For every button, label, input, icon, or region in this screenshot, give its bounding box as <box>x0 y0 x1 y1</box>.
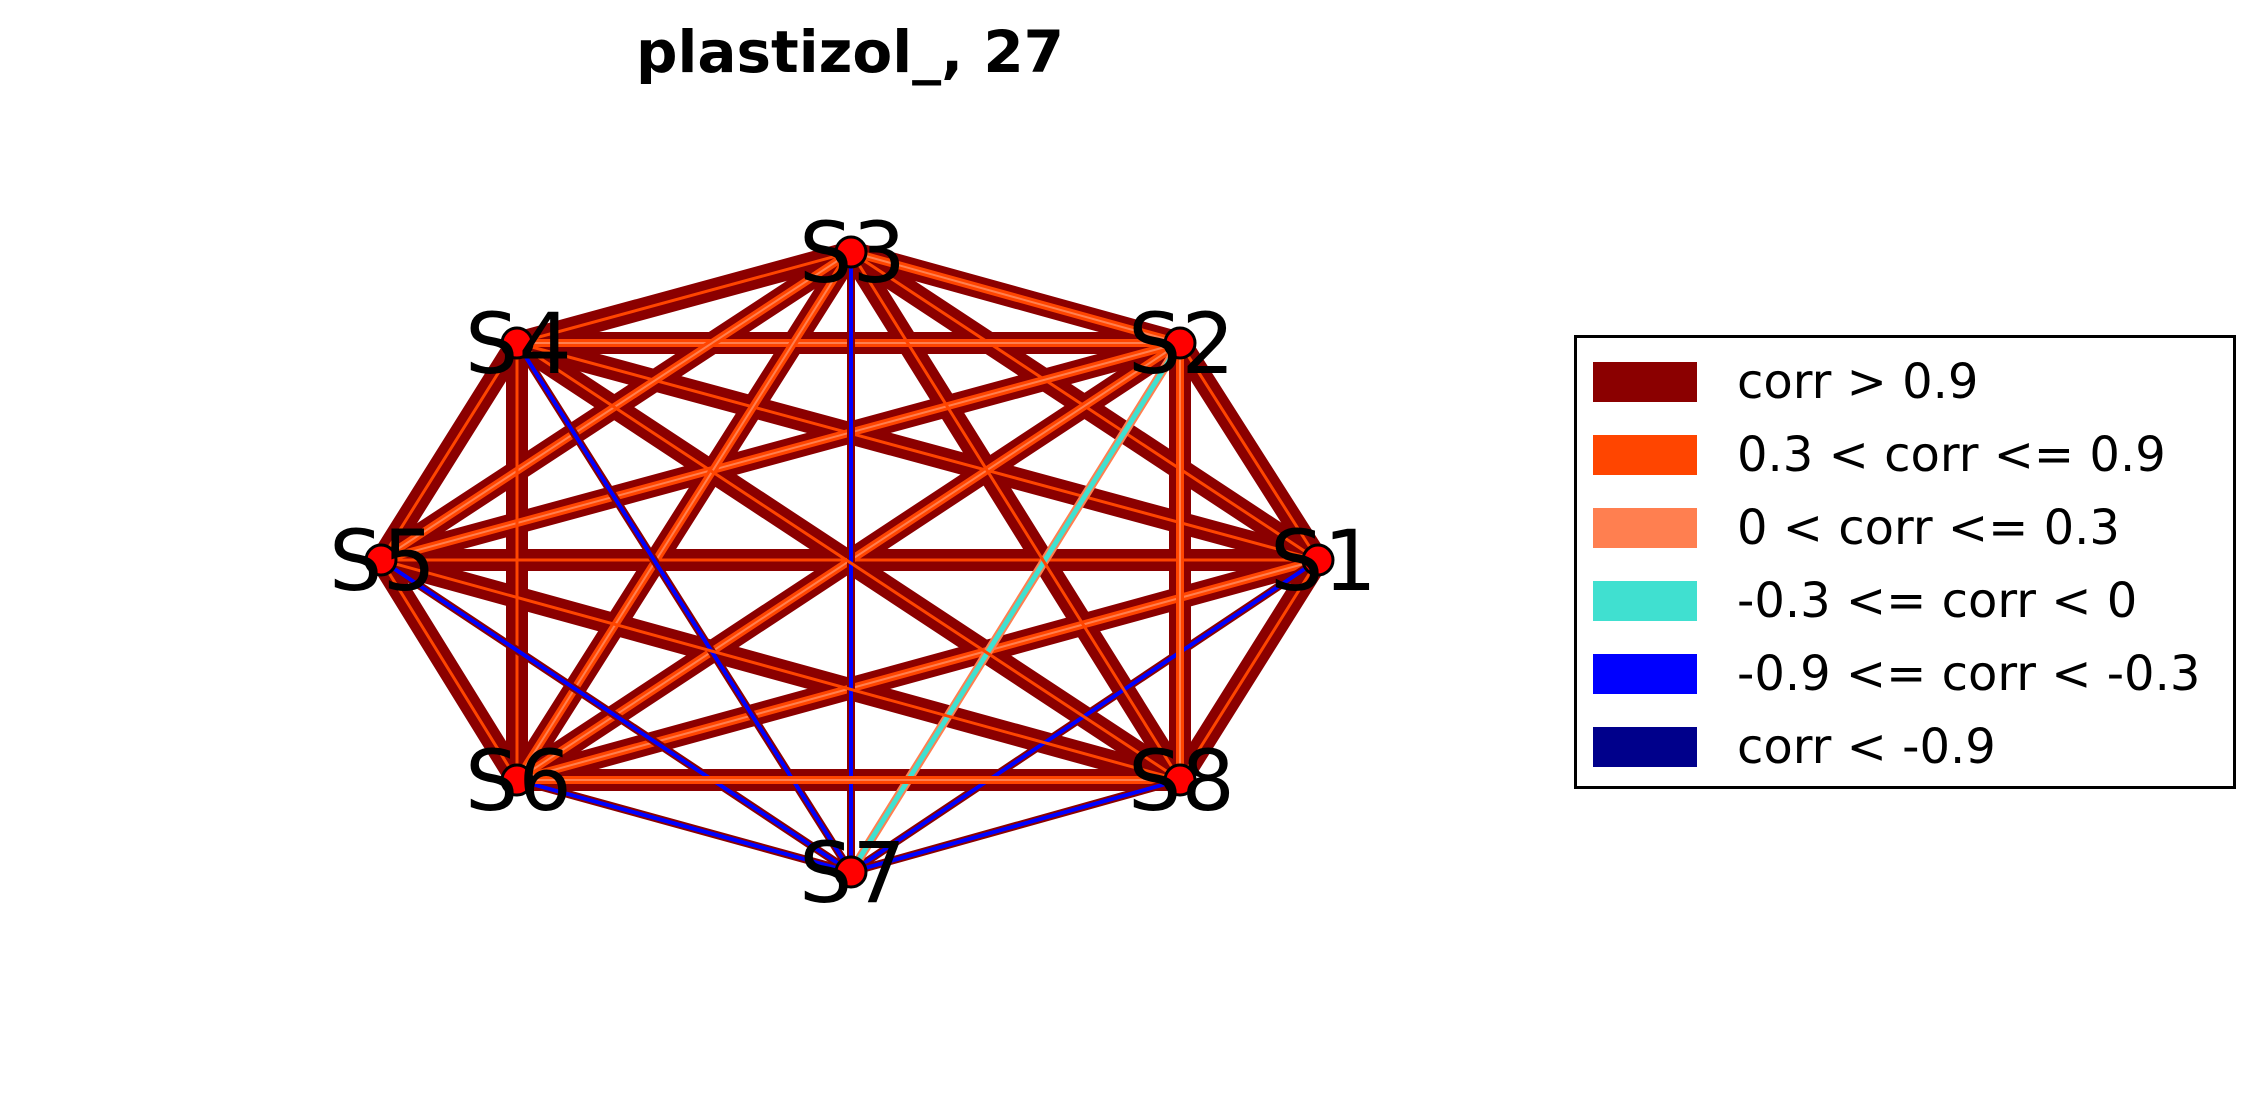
nodes-layer <box>364 235 1335 889</box>
node-label-S3: S3 <box>799 204 906 302</box>
edge-inner-stroke <box>1178 558 1320 782</box>
node-label-S6: S6 <box>465 732 572 830</box>
legend-swatch <box>1593 435 1697 475</box>
edge-S5-S8 <box>379 558 1182 782</box>
edge-S4-S8 <box>515 341 1182 782</box>
edge-S3-S5 <box>377 248 855 564</box>
edge-S7-S8 <box>847 776 1184 876</box>
node-labels-layer: S1 S2 S3 S4 S5 S6 S7 S8 <box>329 204 1377 922</box>
edge-inner-stroke <box>379 558 1182 782</box>
edge-inner-stroke <box>380 251 852 561</box>
legend-swatch <box>1593 727 1697 767</box>
node-label-S8: S8 <box>1128 732 1235 830</box>
legend-item-2: 0 < corr <= 0.3 <box>1593 498 2120 558</box>
legend-swatch <box>1593 654 1697 694</box>
edge-inner-stroke <box>380 342 1181 561</box>
legend-swatch <box>1593 508 1697 548</box>
edge-inner-stroke <box>379 341 519 562</box>
edge-S5-S7 <box>377 556 855 876</box>
edge-S3-S4 <box>515 250 853 345</box>
edge-inner-stroke <box>850 251 1181 344</box>
legend-label: -0.9 <= corr < -0.3 <box>1737 646 2201 702</box>
chart-title: plastizol_, 27 <box>0 18 1700 86</box>
edge-stroke <box>849 778 1182 874</box>
edge-stroke <box>515 778 853 874</box>
node-S3 <box>834 235 868 269</box>
legend: corr > 0.9 0.3 < corr <= 0.9 0 < corr <=… <box>1574 335 2236 789</box>
node-label-S2: S2 <box>1128 295 1235 393</box>
legend-item-0: corr > 0.9 <box>1593 352 1978 412</box>
node-label-S4: S4 <box>465 295 572 393</box>
edge-S3-S8 <box>849 250 1182 782</box>
node-S6 <box>500 763 534 797</box>
edge-stroke <box>379 558 853 874</box>
node-label-S1: S1 <box>1270 512 1377 610</box>
node-label-S7: S7 <box>799 824 906 922</box>
edge-S5-S6 <box>379 558 519 782</box>
edge-S1-S8 <box>1178 558 1320 782</box>
chart-title-text: plastizol_, 27 <box>635 18 1065 86</box>
edge-S4-S5 <box>379 341 519 562</box>
edge-inner-stroke <box>379 558 519 782</box>
edge-inner-stroke <box>1178 341 1320 562</box>
legend-swatch <box>1593 581 1697 621</box>
legend-label: 0 < corr <= 0.3 <box>1737 500 2120 556</box>
legend-item-4: -0.9 <= corr < -0.3 <box>1593 644 2200 704</box>
edge-S2-S5 <box>377 339 1184 564</box>
legend-item-1: 0.3 < corr <= 0.9 <box>1593 425 2166 485</box>
node-S7 <box>834 855 868 889</box>
node-S5 <box>364 543 398 577</box>
legend-label: 0.3 < corr <= 0.9 <box>1737 427 2166 483</box>
edge-inner-stroke <box>515 341 1182 782</box>
legend-swatch <box>1593 362 1697 402</box>
node-label-S5: S5 <box>329 512 436 610</box>
edge-inner-stroke <box>849 250 1182 782</box>
node-S4 <box>500 326 534 360</box>
edge-S2-S3 <box>847 248 1184 347</box>
legend-label: corr < -0.9 <box>1737 719 1996 775</box>
legend-label: -0.3 <= corr < 0 <box>1737 573 2138 629</box>
edge-S6-S7 <box>513 776 855 876</box>
legend-label: corr > 0.9 <box>1737 354 1979 410</box>
node-S1 <box>1301 543 1335 577</box>
legend-item-3: -0.3 <= corr < 0 <box>1593 571 2137 631</box>
edge-S1-S2 <box>1178 341 1320 562</box>
legend-item-5: corr < -0.9 <box>1593 717 1996 777</box>
node-S8 <box>1163 763 1197 797</box>
node-S2 <box>1163 326 1197 360</box>
edges-layer <box>370 241 1329 877</box>
edge-inner-stroke <box>515 250 853 345</box>
